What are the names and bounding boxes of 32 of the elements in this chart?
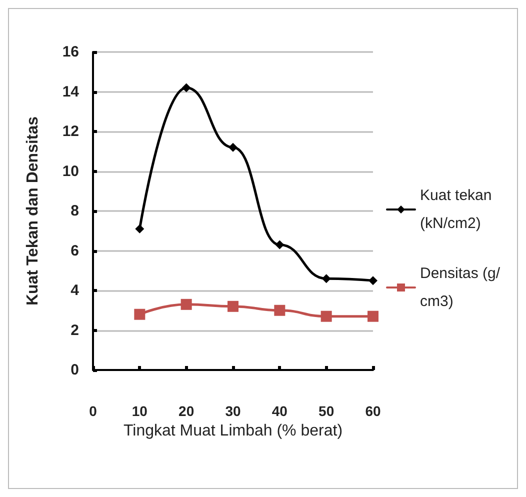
point [368, 310, 378, 322]
x-tick-label: 50 [318, 403, 334, 419]
x-tick-label: 20 [178, 403, 194, 419]
x-axis-title: Tingkat Muat Limbah (% berat) [123, 422, 343, 440]
y-tick-label: 10 [62, 162, 79, 180]
y-tick-label: 8 [70, 202, 79, 220]
legend-label: Kuat tekan (kN/cm2) [420, 187, 496, 232]
x-tick-label: 0 [89, 403, 98, 419]
y-tick-label: 6 [70, 242, 79, 260]
point [134, 308, 146, 320]
point [322, 274, 331, 284]
y-tick-label: 12 [62, 123, 79, 140]
y-tick-label: 2 [70, 322, 79, 339]
legend-label: Densitas (g/cm3) [420, 265, 501, 310]
point [135, 224, 144, 234]
x-tick-label: 60 [365, 403, 381, 419]
point [275, 240, 284, 250]
point [320, 310, 332, 322]
y-axis-title: Kuat Tekan dan Densitas [24, 116, 42, 306]
point [180, 298, 192, 310]
x-tick-label: 10 [132, 403, 148, 419]
x-tick-label: 30 [225, 403, 241, 419]
y-tick-label: 14 [62, 83, 80, 100]
x-tick-label: 40 [272, 403, 288, 419]
point [182, 83, 191, 92]
point [274, 304, 286, 316]
y-tick-label: 16 [62, 44, 79, 60]
point [228, 300, 238, 312]
point [368, 276, 378, 286]
y-tick-label: 4 [70, 282, 80, 299]
point [228, 142, 238, 152]
y-tick-label: 0 [70, 362, 79, 378]
